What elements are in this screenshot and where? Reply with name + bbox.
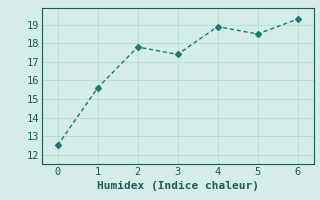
X-axis label: Humidex (Indice chaleur): Humidex (Indice chaleur) [97, 181, 259, 191]
